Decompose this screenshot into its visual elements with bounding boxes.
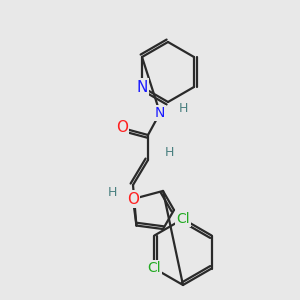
Text: O: O: [127, 191, 139, 206]
Text: H: H: [178, 101, 188, 115]
Text: H: H: [164, 146, 174, 160]
Text: Cl: Cl: [176, 212, 190, 226]
Text: Cl: Cl: [148, 262, 161, 275]
Text: H: H: [107, 185, 117, 199]
Text: N: N: [155, 106, 165, 120]
Text: O: O: [116, 121, 128, 136]
Text: N: N: [136, 80, 148, 94]
